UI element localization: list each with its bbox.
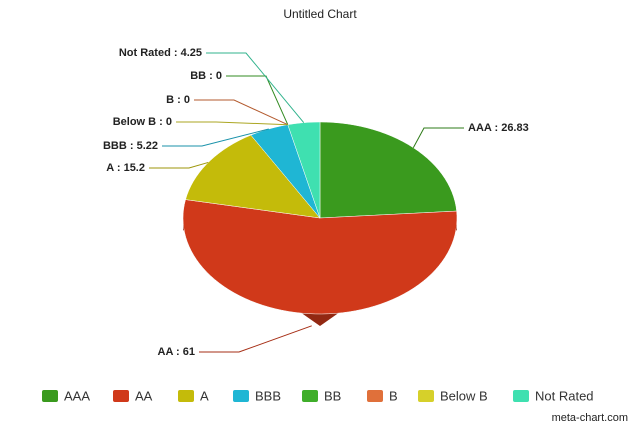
- data-label: Not Rated : 4.25: [119, 47, 202, 59]
- legend-label: AAA: [64, 388, 90, 403]
- slice: [319, 121, 457, 219]
- legend-label: A: [200, 388, 209, 403]
- leader-line: [199, 325, 312, 353]
- data-label: BBB : 5.22: [103, 140, 158, 152]
- data-label: Below B : 0: [113, 116, 172, 128]
- legend-label: AA: [135, 388, 153, 403]
- data-label: B : 0: [166, 94, 190, 106]
- leader-line: [226, 75, 289, 125]
- legend-label: Not Rated: [535, 388, 594, 403]
- slice: [185, 134, 321, 219]
- legend-swatch: [113, 390, 129, 402]
- legend-swatch: [42, 390, 58, 402]
- data-label: BB : 0: [190, 70, 222, 82]
- legend-swatch: [233, 390, 249, 402]
- legend-swatch: [367, 390, 383, 402]
- slice: [182, 199, 458, 315]
- data-label: A : 15.2: [106, 162, 145, 174]
- legend-swatch: [513, 390, 529, 402]
- leader-line: [176, 121, 288, 126]
- leader-line: [194, 99, 288, 126]
- legend-label: BB: [324, 388, 341, 403]
- data-label: AA : 61: [158, 346, 196, 358]
- leader-line: [412, 127, 464, 148]
- slice: [287, 121, 321, 219]
- leader-line: [149, 161, 209, 169]
- legend-swatch: [302, 390, 318, 402]
- legend-swatch: [418, 390, 434, 402]
- legend-label: B: [389, 388, 398, 403]
- credit: meta-chart.com: [552, 412, 628, 424]
- chart-title: Untitled Chart: [283, 7, 357, 21]
- leader-line: [162, 128, 269, 147]
- legend-swatch: [178, 390, 194, 402]
- legend-label: BBB: [255, 388, 281, 403]
- leader-line: [206, 52, 305, 123]
- data-label: AAA : 26.83: [468, 122, 529, 134]
- legend-label: Below B: [440, 388, 488, 403]
